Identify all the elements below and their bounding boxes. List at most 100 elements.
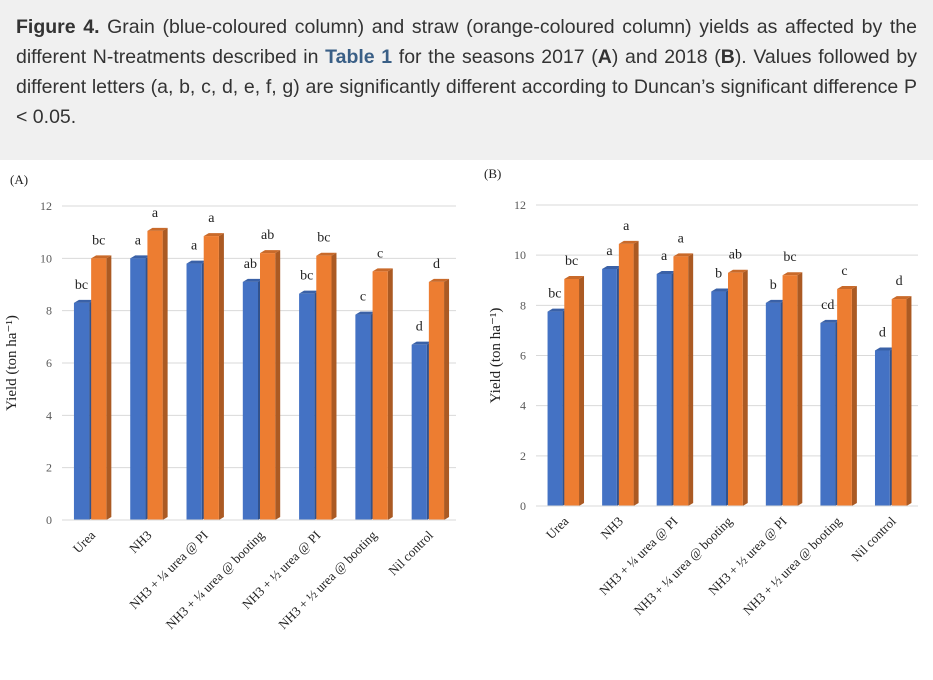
straw-bar <box>783 275 798 506</box>
grain-bar <box>187 264 202 520</box>
panel-label: (B) <box>484 166 501 181</box>
grain-bar <box>548 312 563 506</box>
grain-significance-letter: d <box>416 320 423 335</box>
grain-bar <box>711 292 726 506</box>
grain-bar <box>243 282 258 520</box>
grain-bar <box>355 315 370 520</box>
y-tick-label: 4 <box>46 408 52 422</box>
straw-significance-letter: a <box>208 211 215 226</box>
straw-significance-letter: bc <box>317 231 330 246</box>
grain-significance-letter: bc <box>548 287 561 302</box>
caption-text-2: for the seasons 2017 ( <box>392 46 598 68</box>
panel-label: (A) <box>10 172 28 187</box>
straw-significance-letter: c <box>841 264 847 279</box>
straw-bar <box>260 253 275 520</box>
straw-bar <box>204 236 219 520</box>
y-tick-label: 2 <box>46 461 52 475</box>
grain-significance-letter: a <box>135 233 142 248</box>
grain-significance-letter: bc <box>75 278 88 293</box>
grain-significance-letter: c <box>360 290 366 305</box>
y-axis-title: Yield (ton ha⁻¹) <box>488 308 504 404</box>
straw-significance-letter: bc <box>783 250 796 265</box>
y-tick-label: 6 <box>46 356 52 370</box>
grain-significance-letter: cd <box>821 298 834 313</box>
grain-bar <box>657 274 672 506</box>
x-category-label: NH3 + ¼ urea @ booting <box>163 527 268 632</box>
straw-significance-letter: bc <box>92 233 105 248</box>
x-category-label: NH3 + ¼ urea @ booting <box>631 513 736 618</box>
y-tick-label: 8 <box>520 298 526 312</box>
straw-bar-side <box>634 241 639 506</box>
grain-bar <box>130 258 145 520</box>
straw-significance-letter: a <box>623 219 630 234</box>
straw-significance-letter: a <box>152 206 159 221</box>
straw-bar-side <box>163 228 168 520</box>
y-tick-label: 0 <box>520 499 526 513</box>
grain-bar <box>74 303 89 520</box>
x-category-label: NH3 <box>126 528 154 556</box>
straw-bar <box>91 258 106 520</box>
straw-bar <box>892 299 907 506</box>
straw-bar <box>373 271 388 520</box>
x-category-label: Nil control <box>848 513 899 564</box>
straw-significance-letter: c <box>377 246 383 261</box>
grain-bar <box>766 303 781 506</box>
straw-bar <box>316 256 331 520</box>
grain-bar <box>875 350 890 506</box>
straw-bar-side <box>388 268 393 520</box>
straw-bar-side <box>906 296 911 506</box>
grain-significance-letter: a <box>661 249 668 264</box>
chart-panel-b: (B)024681012Yield (ton ha⁻¹)bcbcUreaaaNH… <box>466 160 933 680</box>
y-tick-label: 10 <box>514 248 526 262</box>
y-tick-label: 4 <box>520 399 526 413</box>
straw-bar-side <box>275 250 280 520</box>
caption-season-a: A <box>598 46 612 68</box>
straw-bar-side <box>106 255 111 520</box>
straw-bar-side <box>331 253 336 520</box>
table-1-link[interactable]: Table 1 <box>325 46 392 68</box>
x-category-label: Nil control <box>385 527 436 578</box>
straw-bar-side <box>743 270 748 506</box>
straw-bar-side <box>444 279 449 520</box>
grain-bar <box>602 269 617 506</box>
figure-caption-box: Figure 4. Grain (blue-coloured column) a… <box>0 0 933 160</box>
y-tick-label: 12 <box>40 199 52 213</box>
grain-significance-letter: b <box>715 267 722 282</box>
grain-significance-letter: ab <box>244 257 257 272</box>
straw-bar-side <box>688 253 693 506</box>
caption-season-b: B <box>721 46 735 68</box>
straw-significance-letter: d <box>433 257 440 272</box>
y-tick-label: 8 <box>46 304 52 318</box>
x-category-label: NH3 + ½ urea @ booting <box>275 527 380 632</box>
grain-significance-letter: b <box>770 278 777 293</box>
grain-significance-letter: a <box>606 244 613 259</box>
y-axis-title: Yield (ton ha⁻¹) <box>4 315 20 411</box>
straw-bar-side <box>579 276 584 506</box>
x-category-label: Urea <box>70 527 99 556</box>
straw-significance-letter: ab <box>729 248 742 263</box>
straw-bar <box>728 273 743 506</box>
figure-label: Figure 4. <box>16 16 100 38</box>
straw-bar <box>619 244 634 506</box>
caption-text-3: ) and 2018 ( <box>612 46 721 68</box>
grain-bar <box>412 345 427 520</box>
grain-bar <box>820 323 835 506</box>
straw-bar <box>429 282 444 520</box>
x-category-label: NH3 + ½ urea @ booting <box>740 513 845 618</box>
straw-bar <box>147 231 162 520</box>
grain-bar <box>299 294 314 520</box>
x-category-label: Urea <box>543 513 572 542</box>
y-tick-label: 6 <box>520 349 526 363</box>
y-tick-label: 0 <box>46 513 52 527</box>
y-tick-label: 10 <box>40 251 52 265</box>
straw-bar-side <box>852 286 857 506</box>
grain-significance-letter: d <box>879 325 886 340</box>
x-category-label: NH3 <box>597 514 625 542</box>
straw-significance-letter: d <box>896 274 903 289</box>
grain-significance-letter: a <box>191 239 198 254</box>
straw-bar <box>564 279 579 506</box>
y-tick-label: 2 <box>520 449 526 463</box>
grain-significance-letter: bc <box>300 269 313 284</box>
y-tick-label: 12 <box>514 198 526 212</box>
